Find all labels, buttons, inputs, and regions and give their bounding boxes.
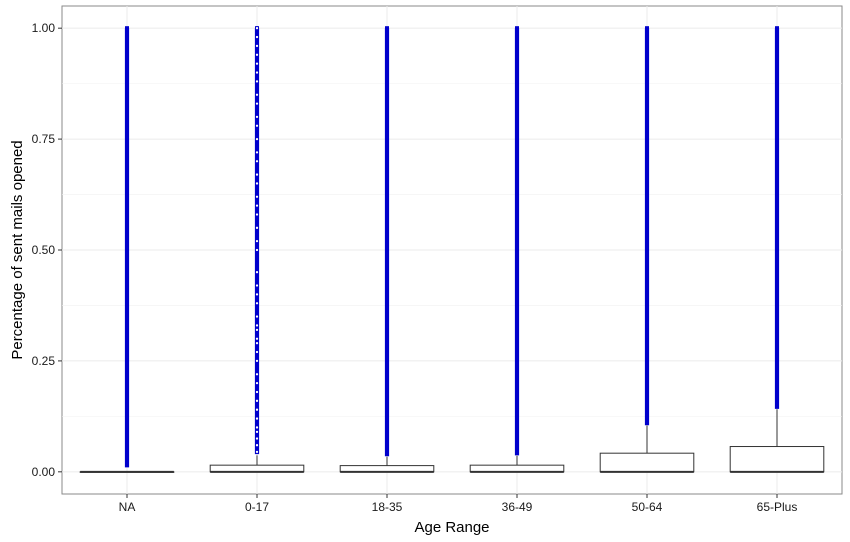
y-tick-label: 0.50	[32, 243, 56, 257]
outlier-point	[254, 425, 260, 430]
outlier-cap	[515, 26, 519, 31]
outlier-point	[254, 101, 260, 106]
outlier-cap	[385, 26, 389, 31]
outlier-point	[254, 443, 260, 448]
outlier-point	[254, 323, 260, 328]
box-18-35	[339, 26, 435, 473]
y-axis: 0.00 0.25 0.50 0.75 1.00	[32, 21, 62, 479]
outlier-point	[254, 341, 260, 346]
outlier-point	[254, 35, 260, 40]
outlier-point	[254, 212, 260, 217]
outlier-point	[254, 61, 260, 66]
box-50-64	[599, 26, 695, 473]
outlier-point	[254, 225, 260, 230]
outlier-point	[254, 181, 260, 186]
outlier-point	[254, 436, 260, 441]
x-axis-title: Age Range	[414, 519, 489, 536]
outlier-point	[254, 358, 260, 363]
outlier-point	[254, 203, 260, 208]
outlier-point	[254, 301, 260, 306]
outlier-cap	[125, 26, 129, 31]
outlier-point	[254, 26, 260, 31]
outlier-point	[254, 92, 260, 97]
y-axis-title: Percentage of sent mails opened	[9, 140, 26, 359]
x-tick-label: 18-35	[372, 500, 403, 514]
outlier-point	[254, 239, 260, 244]
outlier-point	[254, 123, 260, 128]
outlier-point	[254, 381, 260, 386]
outlier-point	[254, 398, 260, 403]
outlier-point	[254, 416, 260, 421]
y-tick-label: 1.00	[32, 21, 56, 35]
y-tick-label: 0.75	[32, 132, 56, 146]
outlier-point	[254, 283, 260, 288]
outlier-point	[254, 407, 260, 412]
x-tick-label: 65-Plus	[757, 500, 798, 514]
outlier-cap	[645, 26, 649, 31]
box-0-17	[209, 26, 305, 473]
y-tick-label: 0.25	[32, 354, 56, 368]
outlier-point	[254, 292, 260, 297]
outlier-point	[254, 372, 260, 377]
outlier-point	[254, 70, 260, 75]
outlier-point	[254, 270, 260, 275]
x-axis: NA 0-17 18-35 36-49 50-64 65-Plus	[119, 494, 798, 514]
outlier-point	[254, 52, 260, 57]
x-tick-label: 36-49	[502, 500, 533, 514]
outlier-point	[254, 43, 260, 48]
boxes	[79, 26, 825, 473]
outlier-point	[254, 150, 260, 155]
outlier-point	[254, 349, 260, 355]
outlier-point	[254, 327, 260, 332]
x-tick-label: NA	[119, 500, 136, 514]
outlier-point	[254, 159, 260, 164]
x-tick-label: 0-17	[245, 500, 269, 514]
y-tick-label: 0.00	[32, 465, 56, 479]
box-NA	[79, 26, 175, 473]
outlier-point	[254, 389, 260, 395]
box-65-Plus	[729, 26, 825, 473]
box-body	[729, 446, 825, 473]
outlier-point	[254, 429, 260, 434]
outlier-point	[254, 314, 260, 319]
outlier-point	[254, 172, 260, 177]
outlier-point	[254, 79, 260, 84]
outlier-point	[254, 247, 260, 253]
outlier-point	[254, 336, 260, 341]
outlier-point	[254, 194, 260, 199]
outlier-cap	[775, 26, 779, 31]
box-36-49	[469, 26, 565, 473]
outlier-point	[254, 114, 260, 119]
outlier-point	[254, 137, 260, 142]
outlier-point	[254, 449, 260, 454]
box-body	[599, 452, 695, 473]
x-tick-label: 50-64	[632, 500, 663, 514]
